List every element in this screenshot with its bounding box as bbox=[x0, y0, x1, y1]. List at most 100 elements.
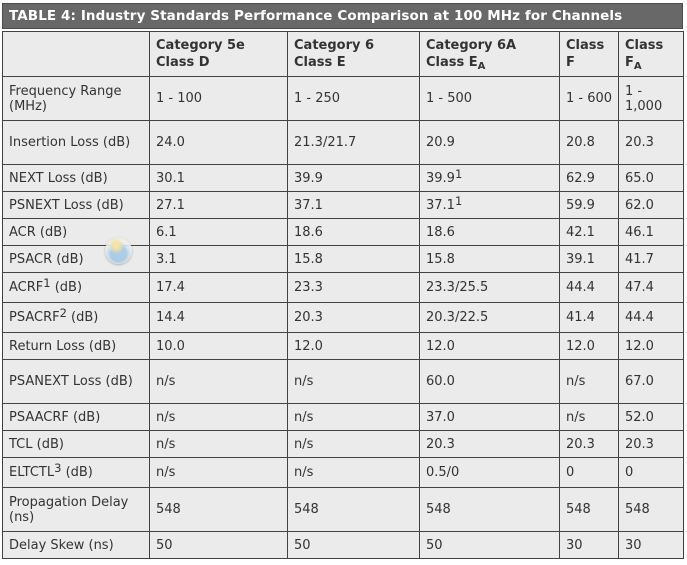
value-cell: n/s bbox=[287, 359, 420, 404]
column-header-line1: Class bbox=[566, 38, 605, 53]
row-label: PSANEXT Loss (dB) bbox=[2, 359, 150, 404]
row-label: ACR (dB) bbox=[2, 218, 150, 246]
value-cell: 20.8 bbox=[559, 120, 619, 165]
standards-comparison-table: Category 5e Class D Category 6 Class E C… bbox=[2, 31, 684, 559]
value-cell: 62.9 bbox=[559, 164, 619, 192]
value-cell: n/s bbox=[287, 430, 420, 458]
value-cell: 30 bbox=[618, 531, 684, 559]
value-cell: 20.9 bbox=[419, 120, 560, 165]
value-cell: 21.3/21.7 bbox=[287, 120, 420, 165]
value-cell: 37.1 bbox=[287, 191, 420, 219]
row-label: PSAACRF (dB) bbox=[2, 403, 150, 431]
value-cell: 23.3/25.5 bbox=[419, 272, 560, 303]
value-cell: 12.0 bbox=[287, 332, 420, 360]
footnote-marker: 1 bbox=[454, 166, 463, 181]
value-cell: 39.9 bbox=[287, 164, 420, 192]
value-cell: 24.0 bbox=[149, 120, 288, 165]
value-cell: 39.91 bbox=[419, 164, 560, 192]
table-row-psacr: PSACR (dB) 3.1 15.8 15.8 39.1 41.7 bbox=[2, 245, 684, 273]
value-cell: 14.4 bbox=[149, 302, 288, 333]
row-label: ACRF1 (dB) bbox=[2, 272, 150, 303]
table-row-eltctl: ELTCTL3 (dB) n/s n/s 0.5/0 0 0 bbox=[2, 457, 684, 488]
column-header-classfa: Class FA bbox=[618, 31, 684, 77]
value-cell: 46.1 bbox=[618, 218, 684, 246]
table-row-psaacrf: PSAACRF (dB) n/s n/s 37.0 n/s 52.0 bbox=[2, 403, 684, 431]
table-row-tcl: TCL (dB) n/s n/s 20.3 20.3 20.3 bbox=[2, 430, 684, 458]
row-label: PSNEXT Loss (dB) bbox=[2, 191, 150, 219]
value-cell: 27.1 bbox=[149, 191, 288, 219]
value-cell: 3.1 bbox=[149, 245, 288, 273]
value-cell: 1 - 100 bbox=[149, 76, 288, 121]
value-cell: 15.8 bbox=[419, 245, 560, 273]
value-cell: 20.3 bbox=[419, 430, 560, 458]
subscript-marker: A bbox=[633, 61, 642, 72]
row-label: Frequency Range (MHz) bbox=[2, 76, 150, 121]
value-cell: 44.4 bbox=[559, 272, 619, 303]
value-cell: 12.0 bbox=[559, 332, 619, 360]
value-cell: 20.3 bbox=[618, 120, 684, 165]
table-row-acr: ACR (dB) 6.1 18.6 18.6 42.1 46.1 bbox=[2, 218, 684, 246]
value-cell: n/s bbox=[149, 457, 288, 488]
table-row-psnext-loss: PSNEXT Loss (dB) 27.1 37.1 37.11 59.9 62… bbox=[2, 191, 684, 219]
value-cell: 20.3 bbox=[287, 302, 420, 333]
table-row-return-loss: Return Loss (dB) 10.0 12.0 12.0 12.0 12.… bbox=[2, 332, 684, 360]
table-row-insertion-loss: Insertion Loss (dB) 24.0 21.3/21.7 20.9 … bbox=[2, 120, 684, 165]
value-cell: n/s bbox=[559, 403, 619, 431]
column-header-line2: F bbox=[566, 55, 575, 70]
value-cell: 0 bbox=[559, 457, 619, 488]
footnote-marker: 1 bbox=[454, 193, 463, 208]
value-cell: 1 - 600 bbox=[559, 76, 619, 121]
corner-cell bbox=[2, 31, 150, 77]
value-cell: 548 bbox=[559, 487, 619, 532]
value-cell: 62.0 bbox=[618, 191, 684, 219]
value-cell: n/s bbox=[559, 359, 619, 404]
row-label: Delay Skew (ns) bbox=[2, 531, 150, 559]
value-cell: n/s bbox=[287, 403, 420, 431]
column-header-line2: FA bbox=[625, 55, 642, 72]
value-cell: 37.0 bbox=[419, 403, 560, 431]
value-cell: 20.3/22.5 bbox=[419, 302, 560, 333]
value-cell: 548 bbox=[618, 487, 684, 532]
value-cell: 548 bbox=[149, 487, 288, 532]
value-cell: 50 bbox=[149, 531, 288, 559]
value-cell: n/s bbox=[149, 430, 288, 458]
value-cell: 548 bbox=[287, 487, 420, 532]
column-header-line1: Category 6A bbox=[426, 38, 517, 53]
value-cell: 67.0 bbox=[618, 359, 684, 404]
value-cell: 18.6 bbox=[287, 218, 420, 246]
value-cell: 20.3 bbox=[618, 430, 684, 458]
standards-table-container: TABLE 4: Industry Standards Performance … bbox=[2, 3, 684, 559]
table-title-bar: TABLE 4: Industry Standards Performance … bbox=[2, 3, 683, 29]
column-header-line1: Category 6 bbox=[294, 38, 375, 53]
value-cell: 12.0 bbox=[618, 332, 684, 360]
value-cell: n/s bbox=[287, 457, 420, 488]
value-cell: 41.7 bbox=[618, 245, 684, 273]
value-cell: 12.0 bbox=[419, 332, 560, 360]
footnote-marker: 2 bbox=[59, 306, 67, 320]
value-cell: 60.0 bbox=[419, 359, 560, 404]
row-label: Propagation Delay (ns) bbox=[2, 487, 150, 532]
header-row: Category 5e Class D Category 6 Class E C… bbox=[2, 31, 684, 77]
value-cell: 20.3 bbox=[559, 430, 619, 458]
row-label: TCL (dB) bbox=[2, 430, 150, 458]
value-cell: 15.8 bbox=[287, 245, 420, 273]
value-cell: 1 - 500 bbox=[419, 76, 560, 121]
column-header-cat5e: Category 5e Class D bbox=[149, 31, 288, 77]
value-cell: 47.4 bbox=[618, 272, 684, 303]
value-cell: 37.11 bbox=[419, 191, 560, 219]
value-cell: 30 bbox=[559, 531, 619, 559]
value-cell: 23.3 bbox=[287, 272, 420, 303]
value-cell: 10.0 bbox=[149, 332, 288, 360]
table-row-delay-skew: Delay Skew (ns) 50 50 50 30 30 bbox=[2, 531, 684, 559]
column-header-cat6: Category 6 Class E bbox=[287, 31, 420, 77]
value-cell: 30.1 bbox=[149, 164, 288, 192]
value-cell: 59.9 bbox=[559, 191, 619, 219]
table-row-acrf: ACRF1 (dB) 17.4 23.3 23.3/25.5 44.4 47.4 bbox=[2, 272, 684, 303]
column-header-cat6a: Category 6A Class EA bbox=[419, 31, 560, 77]
table-row-frequency-range: Frequency Range (MHz) 1 - 100 1 - 250 1 … bbox=[2, 76, 684, 121]
footnote-marker: 1 bbox=[43, 276, 51, 290]
table-row-psacrf: PSACRF2 (dB) 14.4 20.3 20.3/22.5 41.4 44… bbox=[2, 302, 684, 333]
row-label: ELTCTL3 (dB) bbox=[2, 457, 150, 488]
value-cell: 41.4 bbox=[559, 302, 619, 333]
value-cell: n/s bbox=[149, 359, 288, 404]
